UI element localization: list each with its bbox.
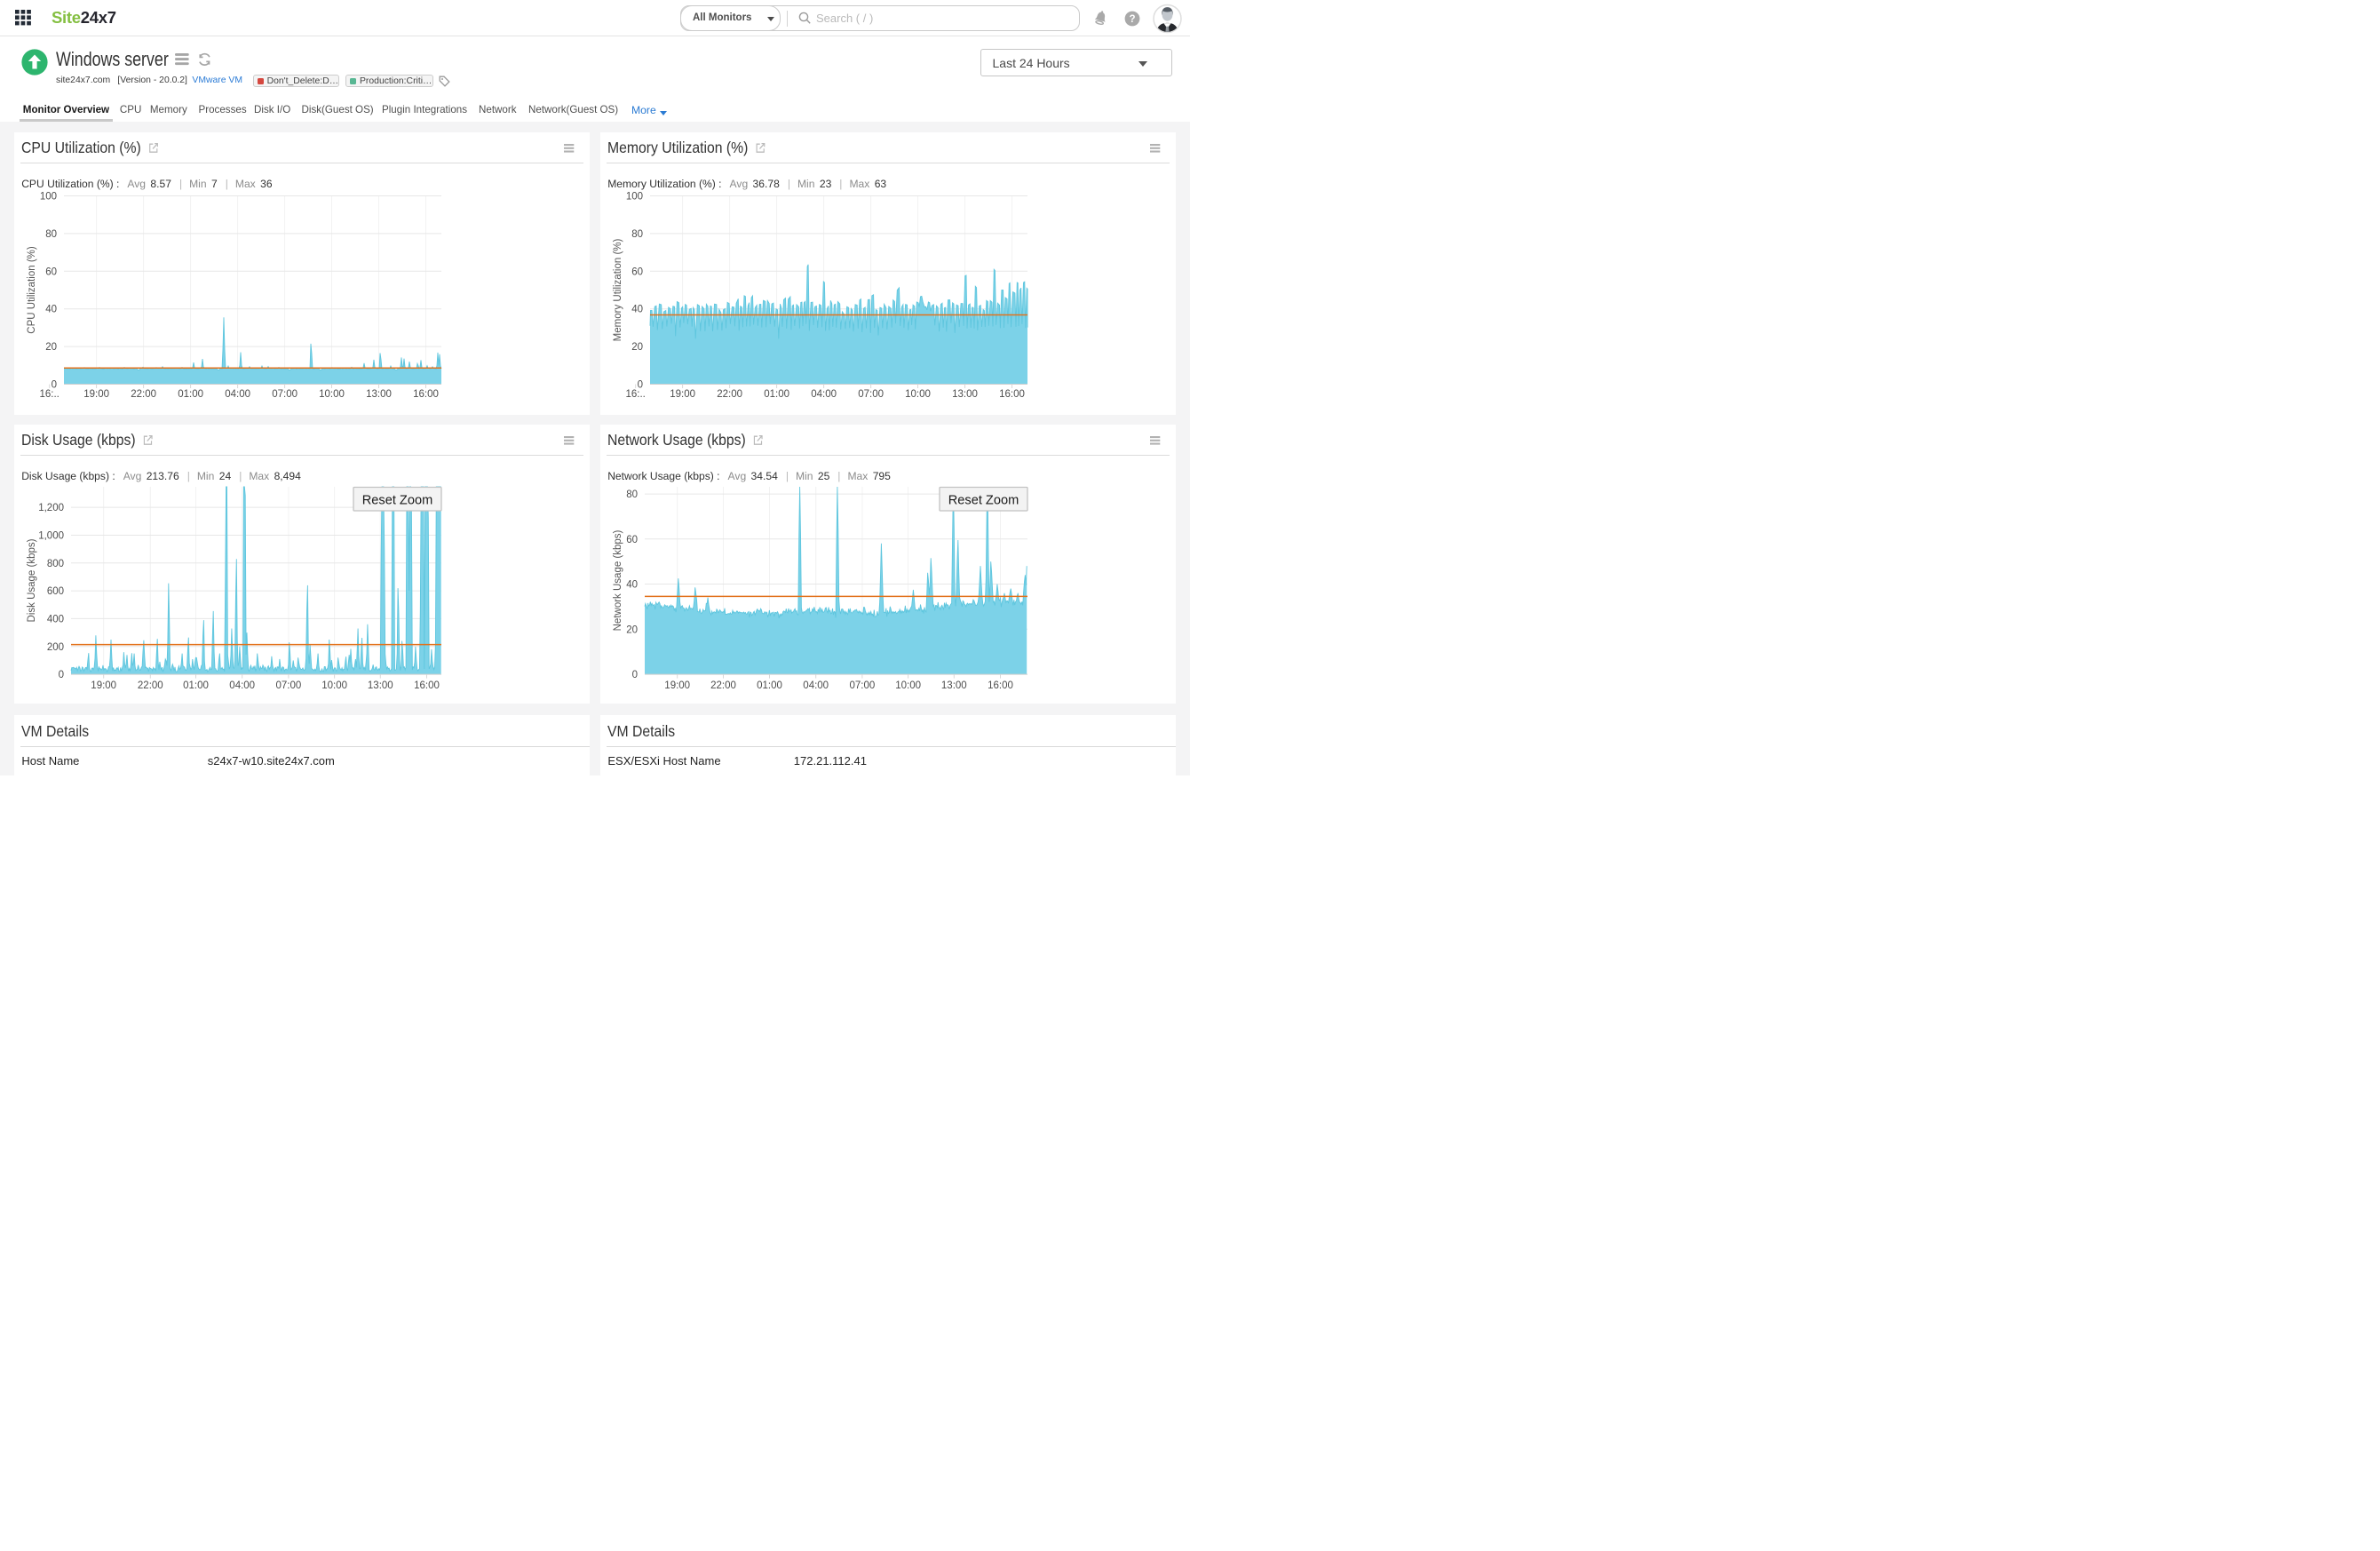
- svg-text:800: 800: [47, 558, 64, 569]
- svg-text:16:00: 16:00: [413, 389, 439, 400]
- svg-text:60: 60: [45, 266, 57, 277]
- svg-text:16:00: 16:00: [988, 680, 1013, 690]
- svg-text:200: 200: [47, 641, 64, 652]
- svg-text:100: 100: [40, 191, 57, 202]
- svg-text:22:00: 22:00: [131, 389, 156, 400]
- svg-text:19:00: 19:00: [664, 680, 690, 690]
- svg-text:60: 60: [631, 266, 643, 277]
- svg-text:20: 20: [631, 342, 643, 353]
- svg-text:Reset Zoom: Reset Zoom: [948, 493, 1019, 507]
- svg-text:20: 20: [626, 624, 638, 635]
- svg-text:0: 0: [52, 379, 57, 390]
- svg-text:13:00: 13:00: [368, 680, 393, 690]
- svg-text:07:00: 07:00: [272, 389, 298, 400]
- svg-text:10:00: 10:00: [905, 389, 931, 400]
- svg-text:04:00: 04:00: [225, 389, 250, 400]
- svg-text:13:00: 13:00: [941, 680, 967, 690]
- svg-text:10:00: 10:00: [319, 389, 345, 400]
- svg-text:19:00: 19:00: [670, 389, 695, 400]
- svg-text:07:00: 07:00: [858, 389, 884, 400]
- svg-text:60: 60: [626, 534, 638, 545]
- svg-text:1,200: 1,200: [38, 503, 64, 513]
- svg-text:0: 0: [59, 670, 64, 680]
- svg-text:22:00: 22:00: [710, 680, 736, 690]
- svg-text:01:00: 01:00: [757, 680, 782, 690]
- svg-text:22:00: 22:00: [717, 389, 742, 400]
- svg-text:Disk Usage (kbps): Disk Usage (kbps): [27, 538, 37, 622]
- svg-text:04:00: 04:00: [229, 680, 255, 690]
- svg-text:600: 600: [47, 586, 64, 597]
- svg-text:01:00: 01:00: [764, 389, 789, 400]
- svg-text:04:00: 04:00: [811, 389, 837, 400]
- svg-text:13:00: 13:00: [366, 389, 392, 400]
- svg-text:16:00: 16:00: [999, 389, 1025, 400]
- svg-text:40: 40: [626, 579, 638, 590]
- svg-text:80: 80: [631, 228, 643, 239]
- svg-text:80: 80: [626, 489, 638, 500]
- svg-text:19:00: 19:00: [83, 389, 109, 400]
- svg-text:100: 100: [626, 191, 643, 202]
- svg-text:?: ?: [1129, 14, 1135, 25]
- svg-text:20: 20: [45, 342, 57, 353]
- svg-text:01:00: 01:00: [178, 389, 203, 400]
- svg-text:80: 80: [45, 228, 57, 239]
- svg-text:40: 40: [45, 304, 57, 314]
- svg-text:CPU Utilization (%): CPU Utilization (%): [27, 246, 37, 334]
- svg-text:16:00: 16:00: [414, 680, 440, 690]
- svg-text:07:00: 07:00: [850, 680, 876, 690]
- svg-text:10:00: 10:00: [321, 680, 347, 690]
- svg-text:01:00: 01:00: [183, 680, 209, 690]
- svg-text:400: 400: [47, 614, 64, 624]
- svg-text:0: 0: [638, 379, 643, 390]
- svg-text:Memory Utilization (%): Memory Utilization (%): [613, 238, 623, 341]
- svg-text:Network Usage (kbps): Network Usage (kbps): [613, 529, 623, 631]
- svg-text:22:00: 22:00: [138, 680, 163, 690]
- svg-text:04:00: 04:00: [803, 680, 829, 690]
- svg-text:16:..: 16:..: [626, 389, 646, 400]
- svg-text:19:00: 19:00: [91, 680, 116, 690]
- svg-text:13:00: 13:00: [952, 389, 978, 400]
- svg-text:10:00: 10:00: [895, 680, 921, 690]
- svg-text:1,000: 1,000: [38, 530, 64, 541]
- svg-text:0: 0: [632, 670, 638, 680]
- svg-text:07:00: 07:00: [276, 680, 302, 690]
- svg-text:Reset Zoom: Reset Zoom: [362, 493, 432, 507]
- svg-text:40: 40: [631, 304, 643, 314]
- svg-text:16:..: 16:..: [40, 389, 60, 400]
